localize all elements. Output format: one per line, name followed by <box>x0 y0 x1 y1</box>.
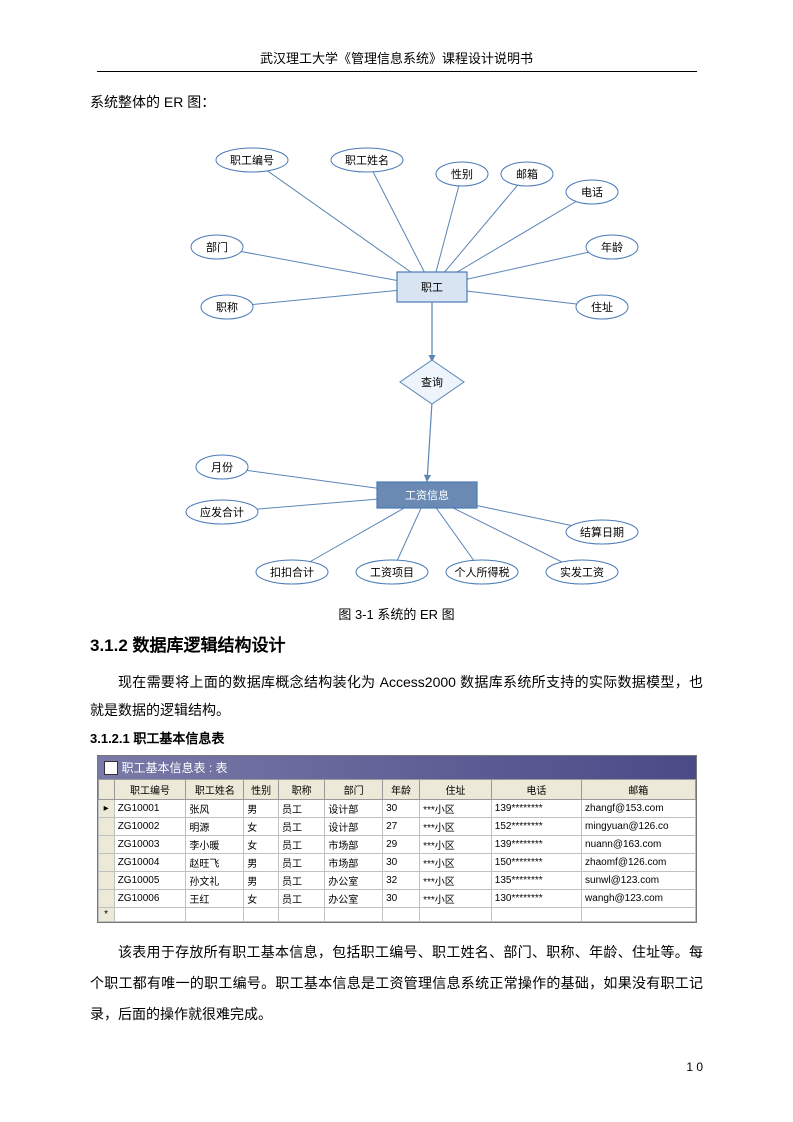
column-header: 电话 <box>491 780 581 800</box>
svg-text:职工: 职工 <box>421 281 443 294</box>
svg-text:部门: 部门 <box>206 240 228 254</box>
er-diagram: 职工工资信息 查询 职工编号 职工姓名性别 邮箱电话年龄 部门职称 住址月份应发合计扣扣合计… <box>90 122 703 602</box>
table-title-bar: 职工基本信息表 : 表 <box>98 756 696 779</box>
table-row: ▸ZG10001张风男员工设计部30***小区139********zhangf… <box>98 800 695 818</box>
column-header: 职称 <box>278 780 324 800</box>
svg-text:工资项目: 工资项目 <box>370 566 414 579</box>
subheading-3121: 3.1.2.1 职工基本信息表 <box>90 728 703 747</box>
table-title-text: 职工基本信息表 : 表 <box>122 759 228 776</box>
access-table-window: 职工基本信息表 : 表 职工编号职工姓名性别职称部门年龄住址电话邮箱 ▸ZG10… <box>97 755 697 923</box>
column-header: 职工编号 <box>114 780 186 800</box>
svg-text:结算日期: 结算日期 <box>580 525 624 539</box>
svg-text:应发合计: 应发合计 <box>200 505 244 519</box>
table-row: ZG10002明源女员工设计部27***小区152********mingyua… <box>98 818 695 836</box>
svg-text:职工编号: 职工编号 <box>230 153 274 167</box>
paragraph-1: 现在需要将上面的数据库概念结构装化为 Access2000 数据库系统所支持的实… <box>90 668 703 724</box>
svg-text:电话: 电话 <box>581 186 603 199</box>
employee-table: 职工编号职工姓名性别职称部门年龄住址电话邮箱 ▸ZG10001张风男员工设计部3… <box>98 779 696 922</box>
svg-text:年龄: 年龄 <box>601 240 623 254</box>
svg-text:职工姓名: 职工姓名 <box>345 153 389 167</box>
table-row: ZG10004赵旺飞男员工市场部30***小区150********zhaomf… <box>98 854 695 872</box>
table-row: ZG10003李小暖女员工市场部29***小区139********nuann@… <box>98 836 695 854</box>
heading-312: 3.1.2 数据库逻辑结构设计 <box>90 631 703 656</box>
figure-caption: 图 3-1 系统的 ER 图 <box>90 604 703 623</box>
column-header: 邮箱 <box>582 780 695 800</box>
svg-text:职称: 职称 <box>216 300 238 314</box>
svg-text:性别: 性别 <box>451 167 473 181</box>
svg-text:扣扣合计: 扣扣合计 <box>270 565 314 579</box>
svg-text:月份: 月份 <box>211 461 233 474</box>
column-header: 年龄 <box>383 780 420 800</box>
column-header: 性别 <box>244 780 279 800</box>
svg-text:个人所得税: 个人所得税 <box>454 565 509 579</box>
table-row: ZG10006王红女员工办公室30***小区130********wangh@1… <box>98 890 695 908</box>
svg-text:住址: 住址 <box>591 300 613 314</box>
page-number: 1 0 <box>686 1060 703 1074</box>
svg-text:邮箱: 邮箱 <box>516 167 538 181</box>
svg-text:查询: 查询 <box>421 375 443 389</box>
intro-text: 系统整体的 ER 图： <box>90 92 703 112</box>
table-row: ZG10005孙文礼男员工办公室32***小区135********sunwl@… <box>98 872 695 890</box>
svg-text:工资信息: 工资信息 <box>405 488 449 502</box>
column-header: 部门 <box>325 780 383 800</box>
paragraph-2: 该表用于存放所有职工基本信息，包括职工编号、职工姓名、部门、职称、年龄、住址等。… <box>90 937 703 1029</box>
svg-text:实发工资: 实发工资 <box>560 565 604 579</box>
page-header: 武汉理工大学《管理信息系统》课程设计说明书 <box>97 0 697 72</box>
column-header: 住址 <box>420 780 492 800</box>
column-header: 职工姓名 <box>186 780 244 800</box>
